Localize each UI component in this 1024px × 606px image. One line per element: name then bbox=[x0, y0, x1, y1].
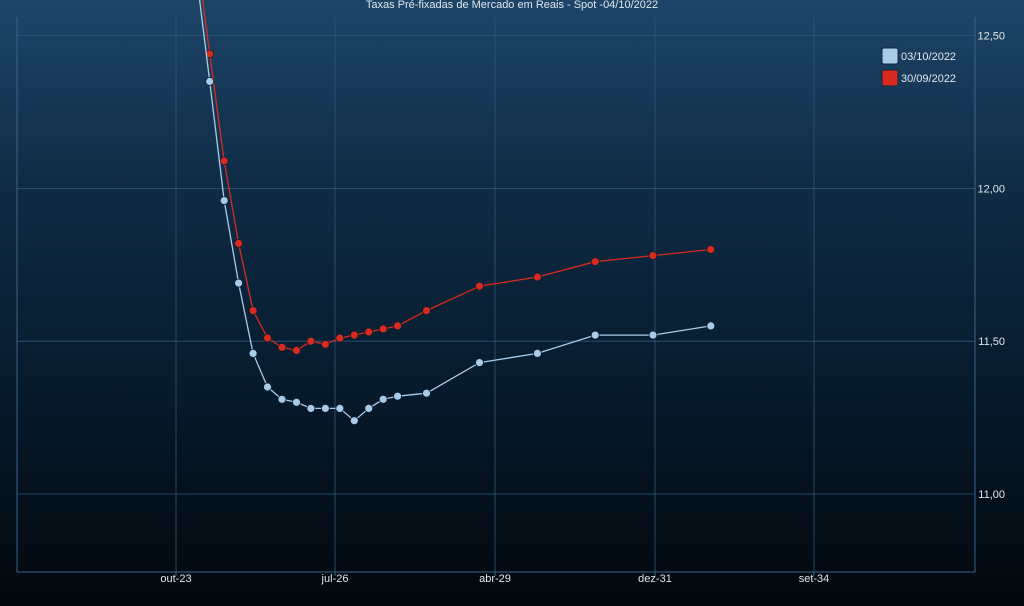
data-point bbox=[349, 330, 359, 340]
data-point bbox=[263, 382, 272, 392]
data-point bbox=[475, 358, 484, 368]
y-tick-label: 12,50 bbox=[977, 31, 1005, 43]
x-axis-ticks: out-23 jul-26 abr-29 dez-31 set-34 bbox=[160, 573, 829, 585]
data-point bbox=[306, 336, 316, 346]
data-point bbox=[248, 348, 258, 358]
data-point bbox=[422, 306, 431, 316]
data-point bbox=[533, 348, 542, 358]
data-point bbox=[706, 321, 716, 331]
data-point bbox=[277, 342, 287, 352]
axes bbox=[16, 17, 976, 576]
chart-title: Taxas Pré-fixadas de Mercado em Reais - … bbox=[366, 0, 658, 11]
legend-swatch bbox=[881, 47, 899, 65]
data-point bbox=[590, 330, 600, 340]
x-tick-label: jul-26 bbox=[321, 573, 349, 585]
data-point bbox=[648, 330, 658, 340]
data-point bbox=[306, 403, 316, 413]
gridlines bbox=[17, 17, 975, 572]
data-point bbox=[320, 339, 330, 349]
y-tick-label: 11,50 bbox=[978, 336, 1005, 348]
series-layer bbox=[198, 0, 716, 426]
x-tick-label: set-34 bbox=[799, 573, 830, 585]
data-point bbox=[335, 333, 345, 343]
data-point bbox=[422, 388, 431, 398]
data-point bbox=[533, 272, 542, 282]
data-point bbox=[335, 403, 345, 413]
y-tick-label: 12,00 bbox=[977, 183, 1005, 195]
legend-swatch bbox=[881, 69, 899, 87]
series-2 bbox=[201, 0, 716, 355]
data-point bbox=[292, 345, 301, 355]
data-point bbox=[393, 321, 403, 331]
legend-label: 03/10/2022 bbox=[901, 51, 956, 63]
data-point bbox=[393, 391, 403, 401]
data-point bbox=[320, 403, 330, 413]
data-point bbox=[234, 278, 244, 288]
data-point bbox=[219, 156, 229, 166]
data-point bbox=[648, 251, 658, 261]
x-tick-label: abr-29 bbox=[479, 573, 511, 585]
data-point bbox=[475, 281, 484, 291]
data-point bbox=[378, 324, 388, 334]
data-point bbox=[292, 397, 301, 407]
data-point bbox=[364, 403, 374, 413]
data-point bbox=[234, 238, 244, 248]
data-point bbox=[590, 257, 600, 267]
y-tick-label: 11,00 bbox=[978, 489, 1005, 501]
data-point bbox=[277, 394, 287, 404]
series-line bbox=[201, 0, 711, 352]
data-point bbox=[263, 333, 272, 343]
data-point bbox=[248, 306, 258, 316]
data-point bbox=[219, 196, 229, 206]
data-point bbox=[706, 245, 716, 254]
data-point bbox=[205, 77, 215, 86]
legend-label: 30/09/2022 bbox=[901, 73, 956, 85]
x-tick-label: out-23 bbox=[160, 573, 191, 585]
data-point bbox=[349, 416, 359, 426]
x-tick-label: dez-31 bbox=[638, 573, 672, 585]
series-1 bbox=[198, 0, 716, 426]
data-point bbox=[378, 394, 388, 404]
legend: 03/10/2022 30/09/2022 bbox=[881, 47, 956, 87]
data-point bbox=[364, 327, 374, 337]
